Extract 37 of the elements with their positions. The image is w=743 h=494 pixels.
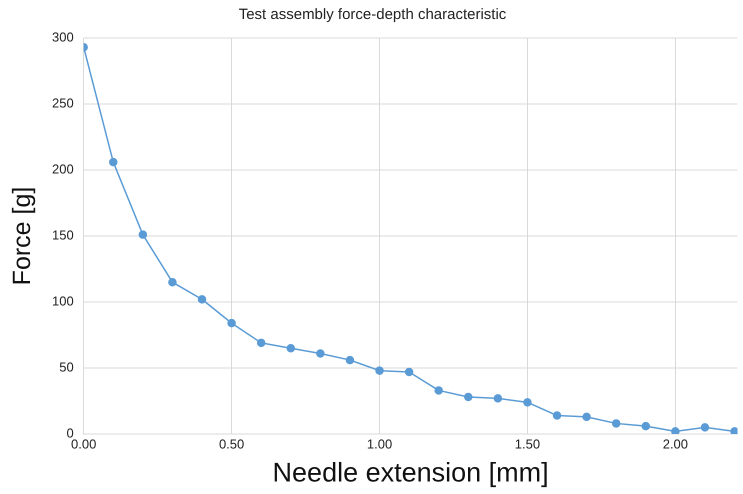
point [552,411,562,420]
y-tick-label: 200 [52,162,74,177]
point [109,158,118,166]
y-tick-label: 50 [59,360,74,375]
point [730,427,738,434]
x-tick-label: 0.00 [71,436,96,452]
point [346,356,354,364]
point [700,423,710,432]
y-tick-label: 150 [52,228,74,243]
x-tick-label: 2.00 [662,436,688,452]
point [138,230,148,239]
point [642,422,650,430]
point [256,338,266,348]
y-tick-label: 0 [66,426,74,441]
point [198,295,206,304]
x-tick-label: 1.50 [514,436,540,452]
point [168,278,177,286]
x-tick-label: 1.00 [366,436,392,452]
point [494,394,502,403]
chart-title: Test assembly force-depth characteristic [238,6,507,24]
y-tick-label: 300 [52,30,74,45]
y-axis-title: Force [g] [8,186,36,286]
point [582,412,591,422]
x-tick-label: 0.50 [218,436,244,452]
point [375,366,384,375]
y-tick-label: 250 [52,96,74,111]
point [227,318,236,328]
point [671,427,680,434]
point [404,368,414,376]
point [316,349,325,358]
point [612,419,620,428]
point [286,344,296,352]
x-axis-title: Needle extension [mm] [272,457,549,488]
point [464,392,473,402]
y-tick-label: 100 [52,294,74,309]
point [523,398,532,407]
point [434,386,443,395]
